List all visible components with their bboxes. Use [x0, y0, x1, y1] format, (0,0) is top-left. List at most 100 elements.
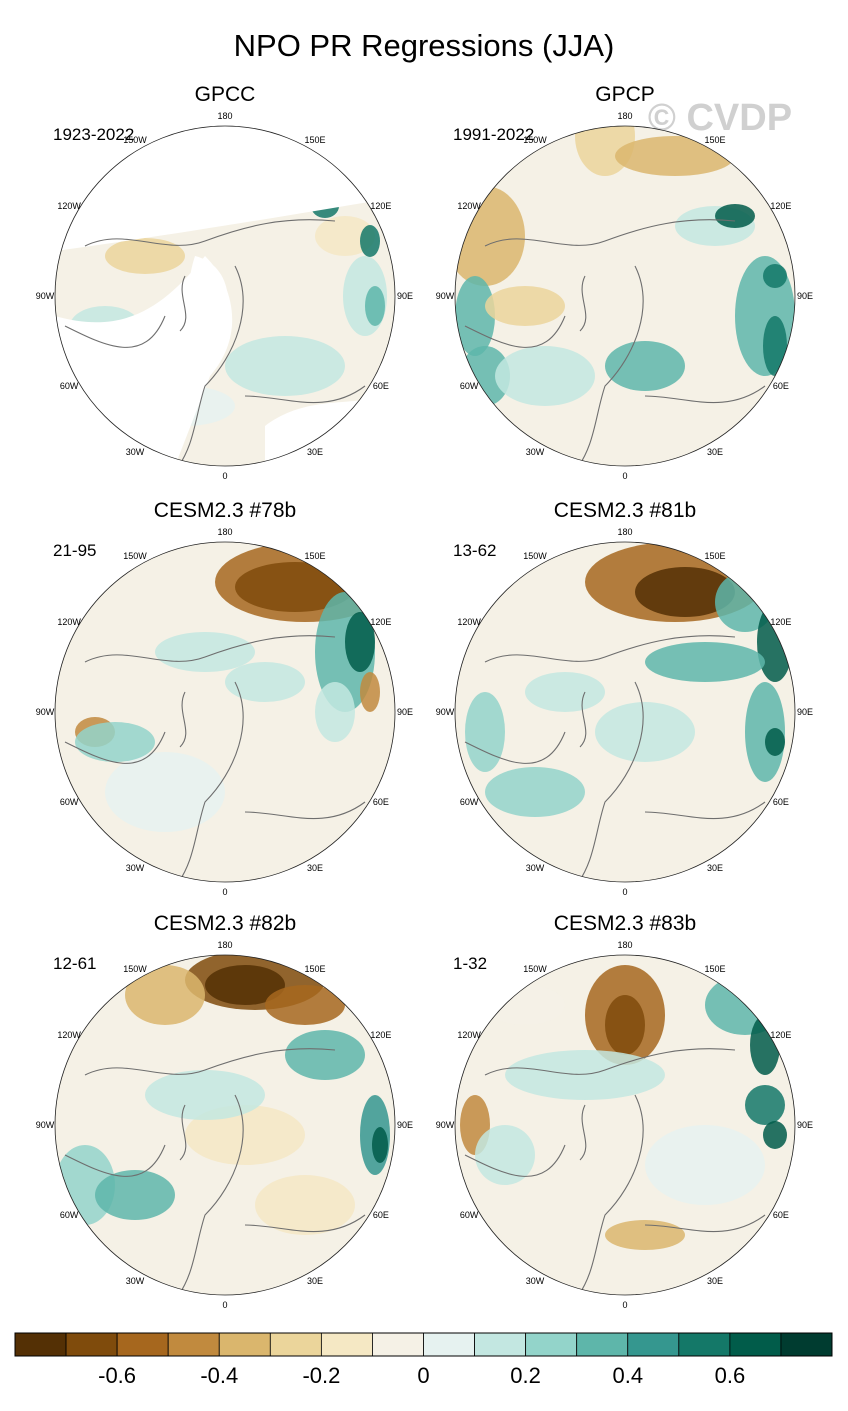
map-panel: CESM2.3 #83b 1-32 180 150E 120E 90E 60E 30E 0 30W…	[436, 912, 813, 1310]
panel-title: GPCC	[195, 83, 256, 106]
field-shading	[495, 346, 595, 406]
field-shading	[265, 985, 345, 1025]
field-shading	[360, 225, 380, 257]
colorbar: -0.6 -0.4 -0.2 0 0.2 0.4 0.6	[14, 1332, 833, 1388]
map-border	[454, 125, 796, 467]
field-shading	[605, 995, 645, 1055]
lon-label: 30W	[526, 447, 545, 457]
lon-label: 150E	[304, 135, 325, 145]
lon-label: 150E	[704, 135, 725, 145]
coastline	[464, 219, 766, 466]
field-shading	[125, 965, 205, 1025]
period-label: 13-62	[453, 541, 496, 560]
colorbar-swatch	[116, 1332, 169, 1357]
lon-label: 120W	[457, 617, 481, 627]
map-border	[54, 125, 396, 467]
lon-label: 60W	[60, 1210, 79, 1220]
lon-label: 180	[617, 527, 632, 537]
lon-label: 0	[222, 887, 227, 897]
field-shading	[365, 286, 385, 326]
map-border	[454, 954, 796, 1296]
lon-label: 90W	[36, 1120, 55, 1130]
field-shading	[455, 276, 495, 356]
map-field	[55, 126, 395, 466]
lon-label: 60W	[60, 381, 79, 391]
period-label: 21-95	[53, 541, 96, 560]
field-shading	[485, 985, 565, 1025]
coastline	[64, 219, 366, 466]
lon-label: 120E	[370, 1030, 391, 1040]
lon-label: 150W	[523, 551, 547, 561]
lon-label: 150E	[704, 964, 725, 974]
field-shading	[105, 752, 225, 832]
map-background	[455, 955, 795, 1295]
colorbar-swatch	[65, 1332, 118, 1357]
field-shading	[745, 1085, 785, 1125]
lon-label: 60W	[460, 797, 479, 807]
lon-label: 0	[622, 1300, 627, 1310]
colorbar-swatch	[14, 1332, 67, 1357]
lon-label: 90E	[397, 1120, 413, 1130]
map-border	[454, 541, 796, 883]
coastline	[464, 1048, 766, 1295]
panel-title: CESM2.3 #83b	[554, 912, 696, 935]
period-label: 1923-2022	[53, 125, 134, 144]
colorbar-tick-label: 0.4	[613, 1363, 644, 1388]
map-panel: GPCC 1923-2022 180 150E 120E 90E 60E 30E 0 30W 60W…	[36, 83, 413, 481]
lon-label: 90W	[36, 707, 55, 717]
lon-label: 180	[217, 527, 232, 537]
field-shading	[605, 1220, 685, 1250]
colorbar-swatch	[627, 1332, 680, 1357]
field-shading	[475, 1125, 535, 1185]
map-field	[455, 542, 795, 882]
field-shading	[205, 965, 285, 1005]
lon-label: 150W	[123, 964, 147, 974]
lon-label: 30W	[126, 1276, 145, 1286]
lon-label: 60E	[773, 1210, 789, 1220]
field-shading	[255, 1175, 355, 1235]
missing-data-arctic	[189, 256, 229, 346]
field-shading	[485, 286, 565, 326]
field-shading	[345, 612, 375, 672]
map-field	[55, 955, 395, 1295]
colorbar-tick-label: -0.6	[98, 1363, 136, 1388]
lon-label: 30W	[526, 863, 545, 873]
lon-label: 30E	[307, 447, 323, 457]
lon-label: 120E	[770, 1030, 791, 1040]
field-shading	[75, 722, 155, 762]
field-shading	[315, 682, 355, 742]
colorbar-swatch	[525, 1332, 578, 1357]
lon-label: 60E	[773, 381, 789, 391]
field-shading	[605, 341, 685, 391]
field-shading	[145, 1070, 265, 1120]
colorbar-tick-label: 0.6	[715, 1363, 746, 1388]
field-shading	[372, 1127, 388, 1163]
colorbar-swatch	[576, 1332, 629, 1357]
lon-label: 150W	[123, 135, 147, 145]
lon-label: 150E	[304, 964, 325, 974]
field-shading	[105, 238, 185, 274]
lon-label: 30E	[707, 447, 723, 457]
field-shading	[465, 692, 505, 772]
lon-label: 90E	[797, 291, 813, 301]
lon-label: 60E	[373, 1210, 389, 1220]
map-panels: GPCC 1923-2022 180 150E 120E 90E 60E 30E 0 30W 60W…	[36, 83, 813, 1310]
map-field	[455, 126, 795, 466]
lon-label: 30E	[307, 863, 323, 873]
colorbar-swatch	[678, 1332, 731, 1357]
lon-label: 30W	[126, 447, 145, 457]
coastline	[464, 635, 766, 882]
field-shading	[485, 767, 585, 817]
lon-label: 150E	[304, 551, 325, 561]
lon-label: 180	[617, 111, 632, 121]
map-field	[455, 955, 795, 1295]
map-panel: CESM2.3 #81b 13-62 180 150E 120E 90E 60E 30E 0 30…	[436, 499, 813, 897]
lon-label: 30W	[526, 1276, 545, 1286]
lon-label: 90W	[436, 291, 455, 301]
colorbar-swatch	[372, 1332, 424, 1357]
field-shading	[185, 1105, 305, 1165]
lon-label: 150W	[523, 964, 547, 974]
lon-label: 120W	[57, 1030, 81, 1040]
lon-label: 90W	[436, 1120, 455, 1130]
